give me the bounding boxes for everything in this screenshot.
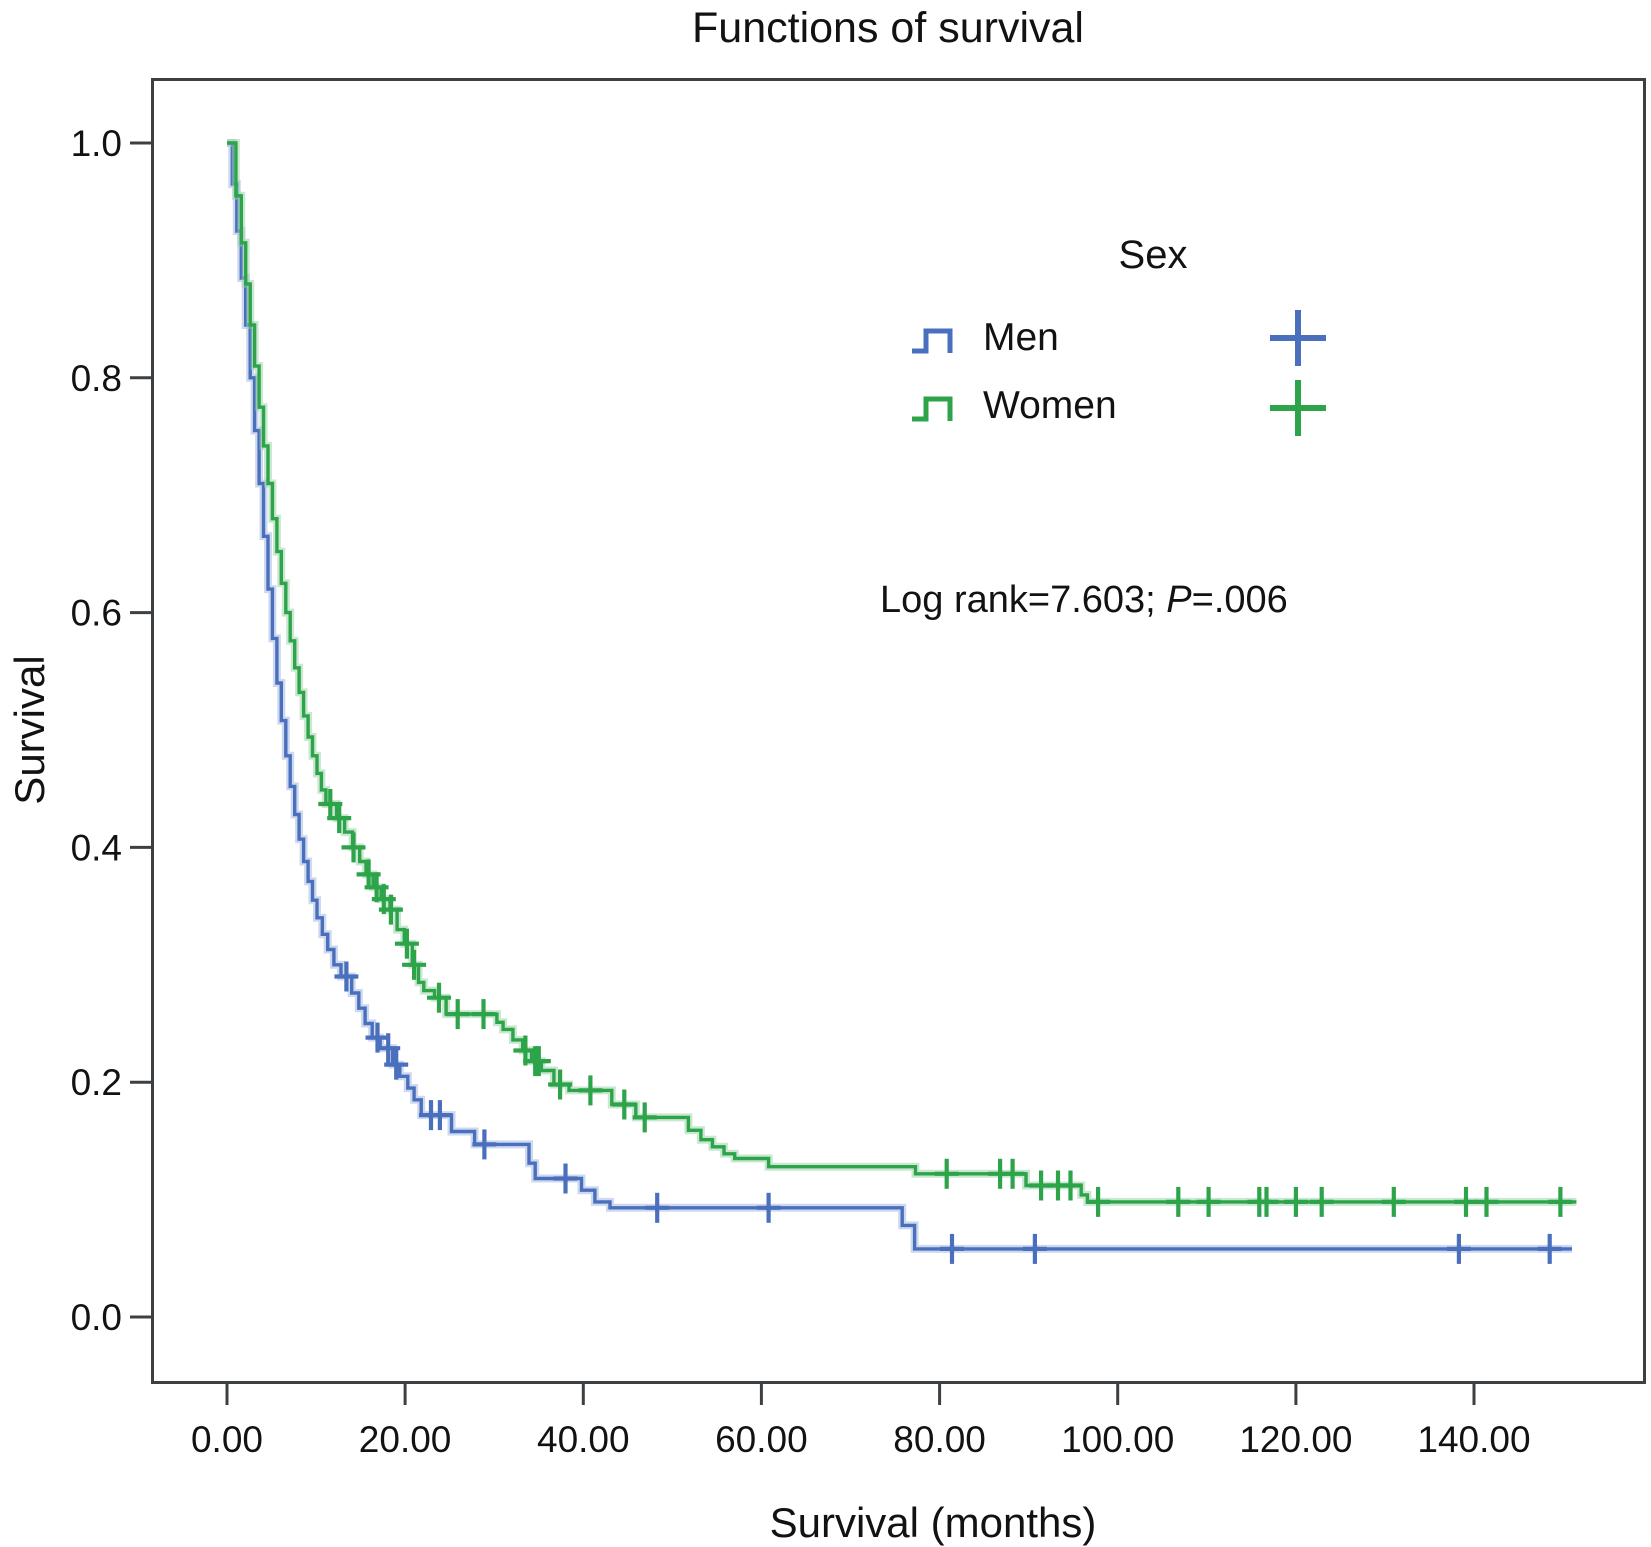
x-tick-label: 120.00 <box>1239 1419 1352 1460</box>
legend-label-women: Women <box>983 384 1117 427</box>
men-curve <box>227 141 1572 1251</box>
women-step-line-icon <box>912 396 953 422</box>
men-curve-halo <box>227 139 1572 1253</box>
women-censor-marker-icon <box>1270 380 1326 436</box>
y-tick-label: 0.2 <box>71 1062 122 1103</box>
log-rank-text: Log rank=7.603; <box>880 579 1166 621</box>
p-symbol: P <box>1166 579 1192 621</box>
legend-label-men: Men <box>983 316 1059 359</box>
x-tick-label: 60.00 <box>715 1419 808 1460</box>
p-value-text: =.006 <box>1192 579 1288 621</box>
y-tick-label: 1.0 <box>71 123 122 164</box>
x-tick-label: 0.00 <box>191 1419 263 1460</box>
women-curve-halo <box>227 139 1577 1206</box>
x-tick-label: 20.00 <box>359 1419 452 1460</box>
plot-border <box>151 78 1646 1384</box>
legend: Sex Men Women <box>912 233 1326 436</box>
chart-title: Functions of survival <box>692 4 1084 52</box>
x-axis-title: Survival (months) <box>770 1499 1097 1546</box>
y-tick-label: 0.0 <box>71 1297 122 1338</box>
women-curve <box>227 141 1577 1204</box>
y-tick-label: 0.8 <box>71 358 122 399</box>
y-axis-title: Survival <box>6 655 53 804</box>
x-tick-label: 40.00 <box>537 1419 630 1460</box>
log-rank-annotation: Log rank=7.603; P=.006 <box>880 579 1288 621</box>
x-tick-label: 80.00 <box>893 1419 986 1460</box>
y-tick-label: 0.4 <box>71 827 122 868</box>
x-tick-label: 100.00 <box>1061 1419 1174 1460</box>
plot-generated-layer: 0.0 0.2 0.4 0.6 0.8 1.0 0.00 20.00 40.00 60.00 80.… <box>71 78 1646 1460</box>
y-tick-label: 0.6 <box>71 593 122 634</box>
men-step-line-icon <box>912 328 953 354</box>
men-censor-marker-icon <box>1270 310 1326 366</box>
x-tick-label: 140.00 <box>1417 1419 1530 1460</box>
legend-title: Sex <box>1119 233 1188 277</box>
